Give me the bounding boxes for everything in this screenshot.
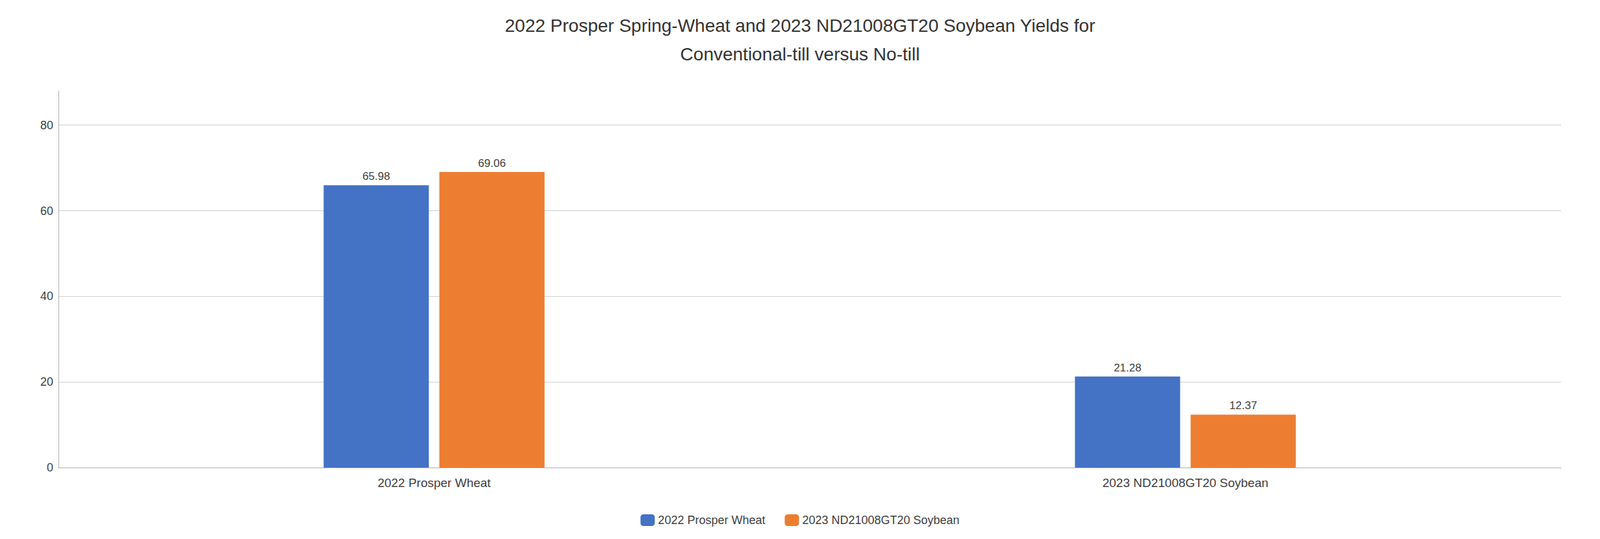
svg-text:2022 Prosper Spring-Wheat and: 2022 Prosper Spring-Wheat and 2023 ND210… [504,15,1095,36]
svg-text:20: 20 [40,375,54,389]
svg-text:69.06: 69.06 [477,157,506,170]
svg-text:12.37: 12.37 [1229,399,1258,412]
svg-text:40: 40 [40,289,54,303]
svg-text:0: 0 [46,461,54,475]
svg-text:2023 ND21008GT20 Soybean: 2023 ND21008GT20 Soybean [801,513,960,527]
svg-text:65.98: 65.98 [362,170,391,183]
svg-text:60: 60 [40,204,54,218]
svg-text:2022 Prosper Wheat: 2022 Prosper Wheat [377,475,491,490]
svg-text:80: 80 [40,118,54,132]
svg-text:21.28: 21.28 [1113,361,1142,375]
svg-text:2023 ND21008GT20 Soybean: 2023 ND21008GT20 Soybean [1102,475,1269,490]
svg-text:Conventional-till versus No-ti: Conventional-till versus No-till [680,44,921,65]
svg-text:2022 Prosper Wheat: 2022 Prosper Wheat [657,513,765,527]
